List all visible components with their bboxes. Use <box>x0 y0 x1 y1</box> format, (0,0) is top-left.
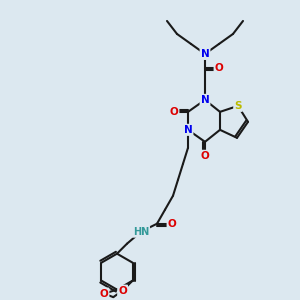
Text: N: N <box>201 49 209 59</box>
Text: O: O <box>168 219 176 229</box>
Text: O: O <box>100 289 108 298</box>
Text: O: O <box>201 151 209 161</box>
Text: S: S <box>234 101 242 111</box>
Text: N: N <box>201 95 209 105</box>
Text: HN: HN <box>133 227 149 237</box>
Text: O: O <box>118 286 127 296</box>
Text: O: O <box>214 63 224 73</box>
Text: N: N <box>184 125 192 135</box>
Text: O: O <box>169 107 178 117</box>
